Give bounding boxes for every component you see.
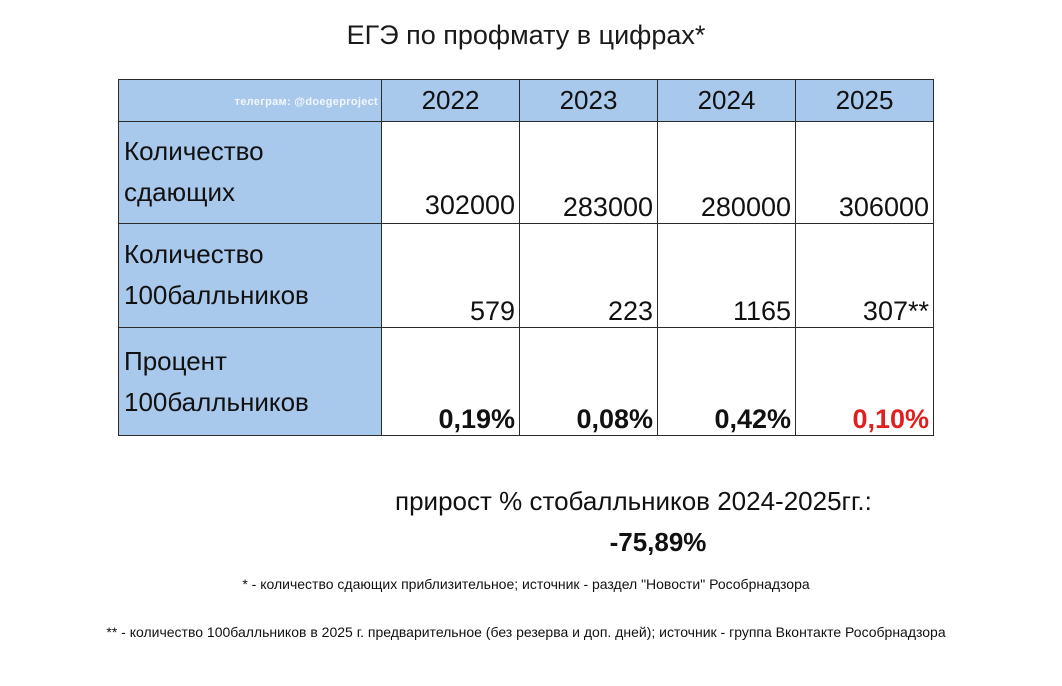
growth-label: прирост % стобалльников 2024-2025гг.: [395,486,872,516]
row-label-participants: Количество сдающих [118,121,382,224]
year-header-2025: 2025 [795,79,934,122]
year-header-2024: 2024 [657,79,796,122]
table-cell-highlight: 0,10% [795,327,934,436]
year-header-2022: 2022 [381,79,520,122]
page-title: ЕГЭ по профмату в цифрах* [346,20,706,50]
row-label-line1: Количество [124,136,264,166]
row-label-line1: Количество [124,239,264,269]
row-label-line1: Процент [124,346,227,376]
growth-value: -75,89% [609,527,707,557]
table-cell: 1165 [657,223,796,328]
footnote-1: * - количество сдающих приблизительное; … [242,576,810,592]
table-cell: 302000 [381,121,520,224]
row-label-hundred-scorers: Количество 100балльников [118,223,382,328]
table-row-hundred-scorers: Количество 100балльников 579 223 1165 30… [118,223,934,328]
row-label-line2: 100балльников [124,387,309,417]
table-cell: 306000 [795,121,934,224]
table-cell: 280000 [657,121,796,224]
table-cell: 223 [519,223,658,328]
table-cell: 0,19% [381,327,520,436]
stats-table: телеграм: @doegeproject 2022 2023 2024 2… [118,79,934,436]
footnote-2: ** - количество 100балльников в 2025 г. … [106,624,946,640]
row-label-line2: сдающих [124,177,236,207]
row-label-line2: 100балльников [124,280,309,310]
year-header-2023: 2023 [519,79,658,122]
table-cell: 307** [795,223,934,328]
table-row-participants: Количество сдающих 302000 283000 280000 … [118,121,934,224]
table-cell: 0,42% [657,327,796,436]
table-header-row: телеграм: @doegeproject 2022 2023 2024 2… [118,79,934,122]
table-cell: 0,08% [519,327,658,436]
watermark-cell: телеграм: @doegeproject [118,79,382,122]
row-label-percent: Процент 100балльников [118,327,382,436]
table-cell: 579 [381,223,520,328]
table-row-percent: Процент 100балльников 0,19% 0,08% 0,42% … [118,327,934,436]
watermark-text: телеграм: @doegeproject [234,95,378,108]
table-cell: 283000 [519,121,658,224]
